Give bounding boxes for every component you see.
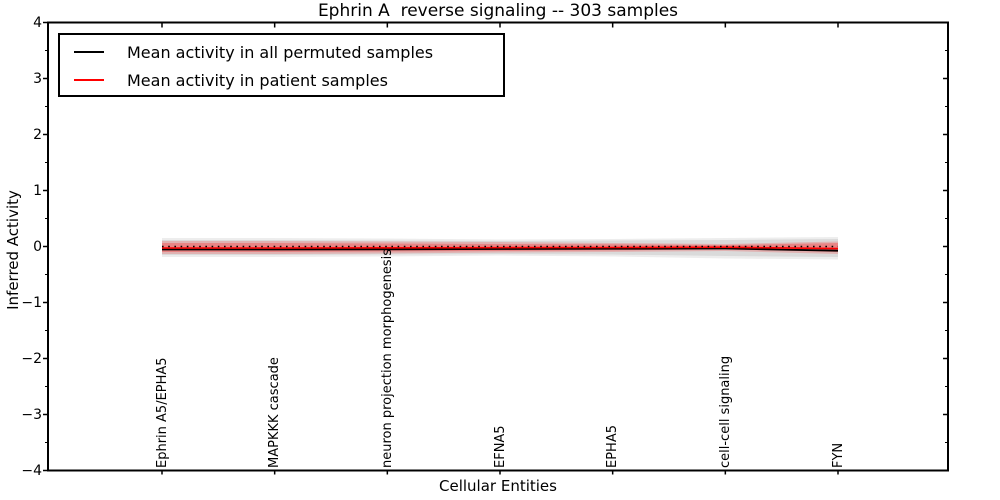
patient-line-swatch xyxy=(74,79,104,81)
y-tick-label: 3 xyxy=(33,70,42,87)
legend-item-patient: Mean activity in patient samples xyxy=(60,66,503,94)
x-tick-label: FYN xyxy=(830,442,846,468)
y-tick-label: −3 xyxy=(21,406,42,423)
y-tick-label: 0 xyxy=(33,238,42,255)
legend: Mean activity in all permuted samples Me… xyxy=(58,33,505,97)
legend-item-label: Mean activity in patient samples xyxy=(127,70,388,90)
legend-item-permuted: Mean activity in all permuted samples xyxy=(60,38,503,66)
y-tick-label: 1 xyxy=(33,182,42,199)
mean-activity-in-all-permuted-samples-line xyxy=(162,247,839,252)
x-tick-label: EPHA5 xyxy=(605,425,621,468)
permuted-line-swatch xyxy=(74,51,104,53)
x-tick-label: Ephrin A5/EPHA5 xyxy=(154,357,170,468)
legend-item-label: Mean activity in all permuted samples xyxy=(127,42,434,62)
y-tick-label: −1 xyxy=(21,294,42,311)
x-tick-label: MAPKKK cascade xyxy=(267,357,283,468)
y-tick-label: 2 xyxy=(33,126,42,143)
x-axis-label: Cellular Entities xyxy=(439,477,557,495)
y-tick-label: −2 xyxy=(21,350,42,367)
y-tick-label: 4 xyxy=(33,14,42,31)
y-tick-label: −4 xyxy=(21,462,42,479)
chart-title: Ephrin A reverse signaling -- 303 sample… xyxy=(317,1,679,21)
x-tick-label: neuron projection morphogenesis xyxy=(379,249,395,468)
mean-activity-in-patient-samples-line xyxy=(162,246,839,250)
x-tick-label: EFNA5 xyxy=(492,425,508,468)
x-tick-label: cell-cell signaling xyxy=(717,355,733,468)
